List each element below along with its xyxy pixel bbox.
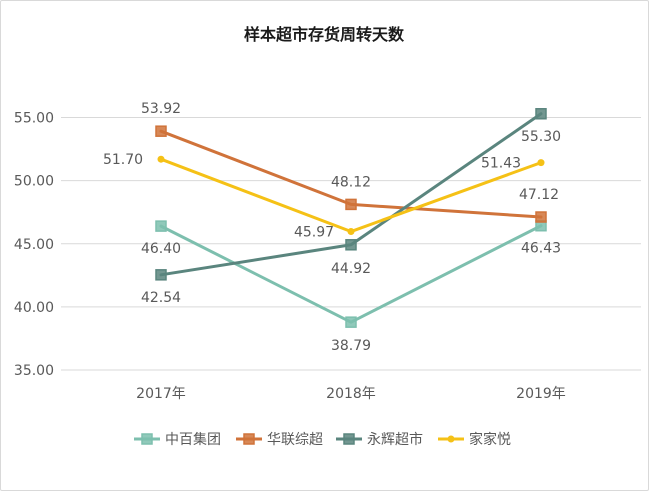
y-axis-ticks: 35.00 40.00 45.00 50.00 55.00: [14, 111, 54, 379]
series-3: [157, 155, 545, 236]
legend-marker: [243, 433, 255, 445]
data-label: 48.12: [331, 174, 371, 190]
line-chart: 样本超市存货周转天数 35.00 40.00 45.00 50.00 55.00 201…: [14, 25, 641, 448]
legend-label: 永辉超市: [367, 431, 423, 448]
x-tick-label: 2017年: [136, 386, 186, 402]
x-tick-label: 2018年: [326, 386, 376, 402]
series-2: [155, 108, 547, 281]
series-lines: [155, 108, 547, 328]
legend-item: 家家悦: [438, 431, 511, 448]
legend-label: 华联综超: [267, 432, 323, 448]
legend-marker: [141, 433, 153, 445]
y-tick-label: 50.00: [14, 174, 54, 190]
data-point: [155, 125, 167, 137]
data-label: 46.40: [141, 241, 181, 257]
x-axis-ticks: 2017年 2018年 2019年: [136, 386, 566, 402]
data-point: [535, 108, 547, 120]
data-point: [345, 199, 357, 210]
data-label: 46.43: [521, 241, 561, 257]
legend-item: 永辉超市: [336, 431, 423, 448]
data-label: 55.30: [521, 129, 561, 145]
data-point-border: [155, 269, 167, 281]
data-point-border: [535, 211, 547, 223]
series-1: [155, 125, 547, 223]
series-0: [155, 219, 547, 328]
x-tick-label: 2019年: [516, 386, 566, 402]
legend-item: 华联综超: [236, 432, 323, 448]
data-point: [345, 316, 357, 328]
data-point: [157, 155, 165, 163]
data-point: [155, 220, 167, 232]
data-point: [537, 159, 545, 167]
legend: 中百集团 华联综超 永辉超市 家家悦: [134, 431, 511, 448]
data-label: 45.97: [294, 225, 334, 241]
data-point-border: [155, 220, 167, 232]
data-point: [345, 239, 357, 251]
y-tick-label: 40.00: [14, 300, 54, 316]
legend-label: 中百集团: [165, 431, 221, 448]
data-label: 38.79: [331, 338, 371, 354]
legend-label: 家家悦: [469, 431, 511, 448]
data-label: 53.92: [141, 101, 181, 117]
data-labels: 46.40 38.79 46.43 53.92 48.12 47.12 42.54 44.92…: [103, 101, 561, 354]
data-label: 51.43: [481, 156, 521, 172]
legend-marker: [343, 433, 355, 445]
data-point-border: [345, 316, 357, 328]
data-point-border: [345, 198, 357, 211]
data-label: 47.12: [519, 187, 559, 203]
data-point-border: [345, 239, 357, 251]
y-tick-label: 35.00: [14, 363, 54, 379]
data-point: [347, 228, 355, 236]
legend-marker: [447, 435, 455, 443]
data-label: 51.70: [103, 152, 143, 168]
chart-title: 样本超市存货周转天数: [244, 25, 405, 44]
legend-item: 中百集团: [134, 431, 221, 448]
data-point-border: [535, 108, 547, 120]
y-tick-label: 45.00: [14, 237, 54, 253]
data-label: 42.54: [141, 290, 181, 306]
data-point: [535, 211, 547, 223]
series-line: [159, 112, 543, 277]
y-tick-label: 55.00: [14, 111, 54, 127]
data-point-border: [155, 125, 167, 137]
data-point: [155, 269, 167, 281]
data-label: 44.92: [331, 261, 371, 277]
